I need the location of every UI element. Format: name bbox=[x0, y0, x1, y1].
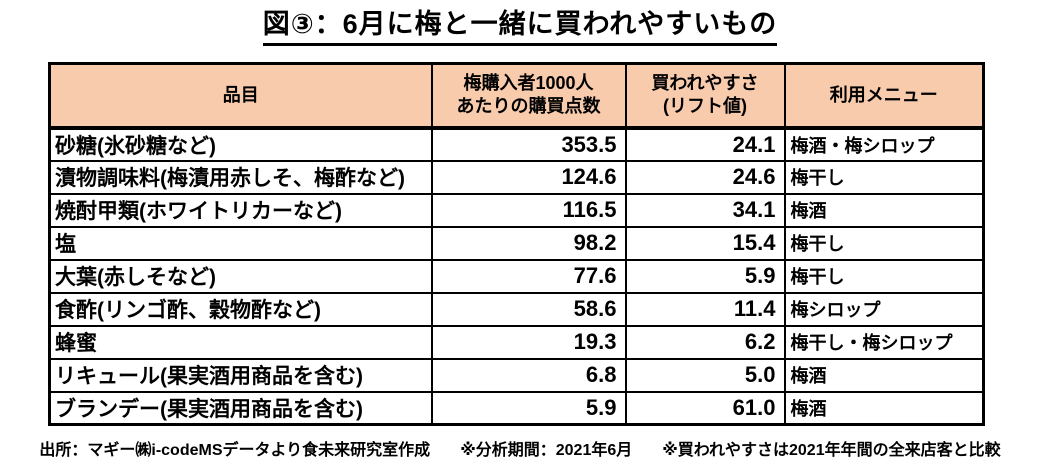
table-row: 砂糖(氷砂糖など) 353.5 24.1 梅酒・梅シロップ bbox=[48, 126, 985, 162]
points-cell: 19.3 bbox=[430, 324, 627, 360]
header-item: 品目 bbox=[48, 62, 433, 130]
table-row: 塩 98.2 15.4 梅干し bbox=[48, 225, 985, 261]
table-row: 蜂蜜 19.3 6.2 梅干し・梅シロップ bbox=[48, 324, 985, 360]
lift-cell: 34.1 bbox=[624, 192, 786, 228]
lift-cell: 24.6 bbox=[624, 159, 786, 195]
header-item-label: 品目 bbox=[222, 84, 259, 105]
menu-cell: 梅酒 bbox=[783, 357, 985, 393]
table-row: 大葉(赤しそなど) 77.6 5.9 梅干し bbox=[48, 258, 985, 294]
figure-title: 図③：6月に梅と一緒に買われやすいもの bbox=[262, 8, 778, 46]
points-cell: 77.6 bbox=[430, 258, 627, 294]
lift-cell: 15.4 bbox=[624, 225, 786, 261]
table-row: 食酢(リンゴ酢、穀物酢など) 58.6 11.4 梅シロップ bbox=[48, 291, 985, 327]
table-header: 品目 梅購入者1000人 あたりの購買点数 買われやすさ (リフト値) 利用メニ… bbox=[48, 62, 985, 130]
menu-cell: 梅酒 bbox=[783, 192, 985, 228]
header-lift-line1: 買われやすさ bbox=[651, 72, 759, 93]
menu-cell: 梅酒 bbox=[783, 390, 985, 426]
points-cell: 124.6 bbox=[430, 159, 627, 195]
table-row: 焼酎甲類(ホワイトリカーなど) 116.5 34.1 梅酒 bbox=[48, 192, 985, 228]
table-row: ブランデー(果実酒用商品を含む) 5.9 61.0 梅酒 bbox=[48, 390, 985, 426]
menu-cell: 梅干し bbox=[783, 159, 985, 195]
menu-cell: 梅干し bbox=[783, 225, 985, 261]
item-cell: 焼酎甲類(ホワイトリカーなど) bbox=[48, 192, 433, 228]
lift-cell: 6.2 bbox=[624, 324, 786, 360]
lift-cell: 5.9 bbox=[624, 258, 786, 294]
menu-cell: 梅干し・梅シロップ bbox=[783, 324, 985, 360]
header-menu-label: 利用メニュー bbox=[829, 84, 938, 105]
table-body: 砂糖(氷砂糖など) 353.5 24.1 梅酒・梅シロップ 漬物調味料(梅漬用赤… bbox=[48, 126, 985, 426]
header-menu: 利用メニュー bbox=[783, 62, 985, 130]
points-cell: 58.6 bbox=[430, 291, 627, 327]
item-cell: 蜂蜜 bbox=[48, 324, 433, 360]
menu-cell: 梅酒・梅シロップ bbox=[783, 126, 985, 162]
header-points-line1: 梅購入者1000人 bbox=[463, 72, 594, 93]
plum-copurchase-table: 品目 梅購入者1000人 あたりの購買点数 買われやすさ (リフト値) 利用メニ… bbox=[48, 62, 985, 426]
header-points-line2: あたりの購買点数 bbox=[456, 96, 601, 117]
points-cell: 98.2 bbox=[430, 225, 627, 261]
footnote-note: ※買われやすさは2021年年間の全来店客と比較 bbox=[662, 442, 1001, 459]
item-cell: リキュール(果実酒用商品を含む) bbox=[48, 357, 433, 393]
footnote-source: 出所：マギー㈱i-codeMSデータより食未来研究室作成 bbox=[39, 442, 431, 459]
table-row: 漬物調味料(梅漬用赤しそ、梅酢など) 124.6 24.6 梅干し bbox=[48, 159, 985, 195]
lift-cell: 24.1 bbox=[624, 126, 786, 162]
header-points: 梅購入者1000人 あたりの購買点数 bbox=[430, 62, 627, 130]
lift-cell: 11.4 bbox=[624, 291, 786, 327]
menu-cell: 梅シロップ bbox=[783, 291, 985, 327]
item-cell: 大葉(赤しそなど) bbox=[48, 258, 433, 294]
header-row: 品目 梅購入者1000人 あたりの購買点数 買われやすさ (リフト値) 利用メニ… bbox=[48, 62, 985, 130]
header-lift-line2: (リフト値) bbox=[663, 96, 747, 117]
points-cell: 6.8 bbox=[430, 357, 627, 393]
points-cell: 5.9 bbox=[430, 390, 627, 426]
header-lift: 買われやすさ (リフト値) bbox=[624, 62, 786, 130]
item-cell: 漬物調味料(梅漬用赤しそ、梅酢など) bbox=[48, 159, 433, 195]
item-cell: ブランデー(果実酒用商品を含む) bbox=[48, 390, 433, 426]
item-cell: 砂糖(氷砂糖など) bbox=[48, 126, 433, 162]
item-cell: 食酢(リンゴ酢、穀物酢など) bbox=[48, 291, 433, 327]
table-row: リキュール(果実酒用商品を含む) 6.8 5.0 梅酒 bbox=[48, 357, 985, 393]
footnote: 出所：マギー㈱i-codeMSデータより食未来研究室作成 ※分析期間：2021年… bbox=[0, 441, 1040, 460]
points-cell: 116.5 bbox=[430, 192, 627, 228]
lift-cell: 5.0 bbox=[624, 357, 786, 393]
footnote-period: ※分析期間：2021年6月 bbox=[460, 442, 633, 459]
lift-cell: 61.0 bbox=[624, 390, 786, 426]
title-wrap: 図③：6月に梅と一緒に買われやすいもの bbox=[0, 8, 1040, 46]
item-cell: 塩 bbox=[48, 225, 433, 261]
menu-cell: 梅干し bbox=[783, 258, 985, 294]
points-cell: 353.5 bbox=[430, 126, 627, 162]
